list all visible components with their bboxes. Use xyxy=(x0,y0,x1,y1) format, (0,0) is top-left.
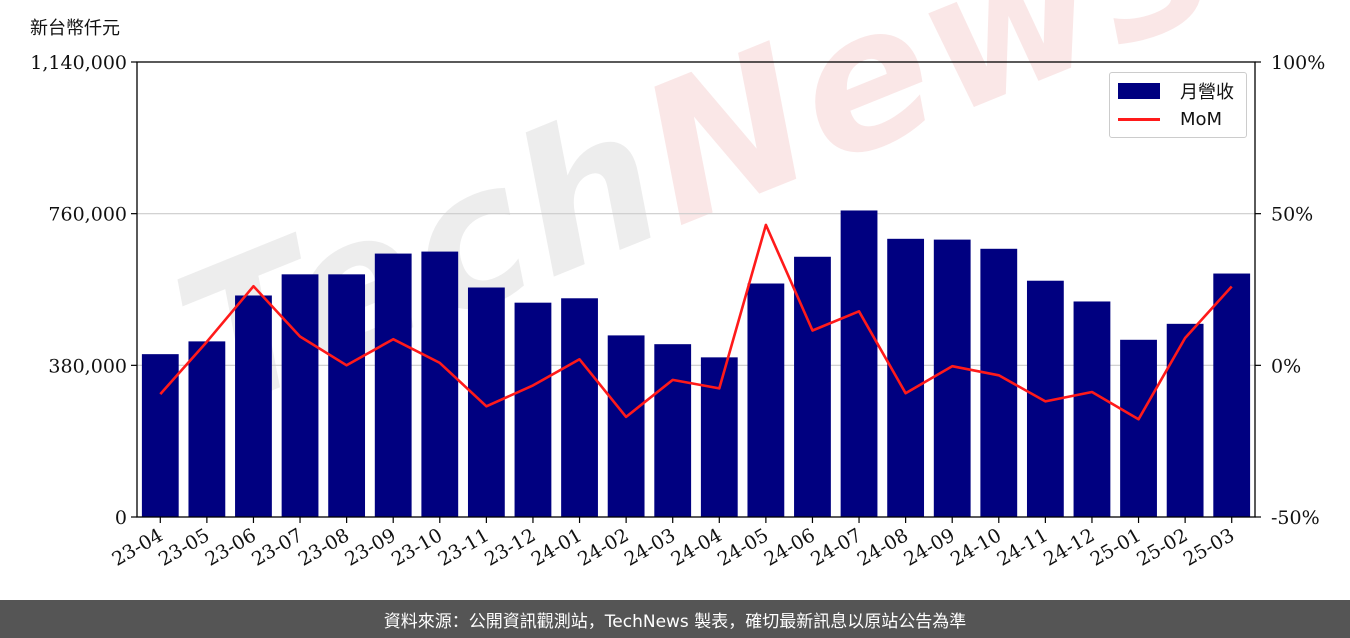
revenue-bar-24-05 xyxy=(747,283,785,517)
revenue-bar-24-01 xyxy=(561,298,598,517)
revenue-bar-24-02 xyxy=(607,335,645,517)
revenue-bar-23-06 xyxy=(235,295,272,517)
x-tick-label-24-02: 24-02 xyxy=(574,524,632,570)
revenue-bar-24-03 xyxy=(654,344,692,517)
plot-frame xyxy=(136,61,1256,518)
legend-entry-revenue: 月營收 xyxy=(1118,79,1234,103)
x-tick-label-24-04: 24-04 xyxy=(667,524,725,570)
revenue-bar-24-12 xyxy=(1073,301,1111,517)
x-tick-label-25-01: 25-01 xyxy=(1087,524,1145,570)
x-tick-label-23-07: 23-07 xyxy=(248,524,306,570)
x-tick-label-23-04: 23-04 xyxy=(108,524,166,570)
revenue-bar-23-09 xyxy=(374,253,412,517)
revenue-bar-24-06 xyxy=(794,256,831,517)
left-tick-label-0: 0 xyxy=(115,507,127,529)
right-tick-label-1: 0% xyxy=(1271,355,1301,377)
x-tick-label-23-08: 23-08 xyxy=(295,524,353,570)
x-tick-label-24-10: 24-10 xyxy=(947,524,1005,570)
x-tick-label-24-03: 24-03 xyxy=(621,524,679,570)
x-tick-label-24-01: 24-01 xyxy=(528,524,586,570)
revenue-bar-24-04 xyxy=(700,357,738,517)
revenue-bar-25-03 xyxy=(1213,273,1251,517)
revenue-bar-23-05 xyxy=(188,341,226,517)
x-tick-label-23-12: 23-12 xyxy=(481,524,539,570)
revenue-bar-23-12 xyxy=(514,302,552,517)
x-tick-label-23-05: 23-05 xyxy=(155,524,213,570)
revenue-bar-24-07 xyxy=(840,210,878,517)
x-tick-label-23-09: 23-09 xyxy=(341,524,399,570)
revenue-bar-23-08 xyxy=(328,274,366,517)
source-footer: 資料來源：公開資訊觀測站，TechNews 製表，確切最新訊息以原站公告為準 xyxy=(0,600,1350,638)
x-tick-label-23-11: 23-11 xyxy=(434,524,492,570)
left-tick-label-2: 760,000 xyxy=(48,204,127,226)
chart-svg: 0 380,000 760,000 1,140,000 -50% 0% 50% 100% 23-… xyxy=(30,52,1325,571)
mom-line xyxy=(159,223,1233,421)
right-tick-label-0: -50% xyxy=(1271,507,1320,529)
revenue-bar-23-10 xyxy=(421,251,459,518)
x-tick-label-24-11: 24-11 xyxy=(993,524,1051,570)
x-tick-label-25-02: 25-02 xyxy=(1133,524,1191,570)
x-tick-label-25-03: 25-03 xyxy=(1180,524,1238,570)
left-tick-label-3: 1,140,000 xyxy=(30,52,127,74)
right-tick-label-3: 100% xyxy=(1271,52,1325,74)
revenue-bar-24-09 xyxy=(933,239,971,517)
revenue-chart: TechNews 新台幣仟元 0380,000760,0001,140,000-… xyxy=(30,0,1325,571)
legend-line-swatch xyxy=(1118,117,1160,121)
x-tick-label-24-05: 24-05 xyxy=(714,524,772,570)
revenue-bar-25-02 xyxy=(1166,323,1204,517)
x-tick-label-24-07: 24-07 xyxy=(807,524,865,570)
left-tick-label-1: 380,000 xyxy=(48,355,127,377)
chart-legend: 月營收 MoM xyxy=(1109,72,1247,138)
right-tick-label-2: 50% xyxy=(1271,204,1313,226)
legend-label-mom: MoM xyxy=(1180,108,1223,130)
x-tick-label-23-10: 23-10 xyxy=(388,524,446,570)
revenue-bar-23-11 xyxy=(467,287,505,517)
x-tick-label-23-06: 23-06 xyxy=(202,524,260,570)
x-tick-label-24-06: 24-06 xyxy=(761,524,819,570)
source-footer-text: 資料來源：公開資訊觀測站，TechNews 製表，確切最新訊息以原站公告為準 xyxy=(383,611,967,632)
revenue-bar-25-01 xyxy=(1120,339,1157,517)
x-tick-label-24-08: 24-08 xyxy=(854,524,912,570)
legend-entry-mom: MoM xyxy=(1118,107,1222,131)
revenue-bar-23-07 xyxy=(281,274,319,517)
legend-label-revenue: 月營收 xyxy=(1180,82,1234,103)
x-tick-label-24-12: 24-12 xyxy=(1040,524,1098,570)
left-axis-unit-label: 新台幣仟元 xyxy=(30,18,120,39)
x-tick-label-24-09: 24-09 xyxy=(900,524,958,570)
revenue-bar-24-08 xyxy=(887,238,925,517)
legend-bar-swatch xyxy=(1118,83,1160,99)
